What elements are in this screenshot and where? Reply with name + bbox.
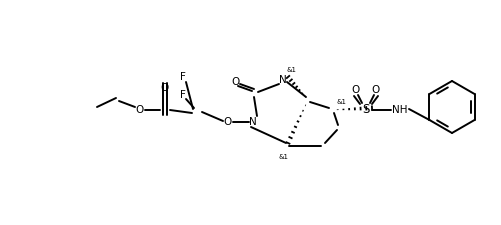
Text: O: O bbox=[223, 117, 231, 127]
Text: S: S bbox=[362, 104, 369, 117]
Text: O: O bbox=[136, 105, 144, 115]
Text: NH: NH bbox=[391, 105, 407, 115]
Text: F: F bbox=[180, 90, 185, 100]
Text: &1: &1 bbox=[279, 154, 289, 160]
Text: F: F bbox=[180, 72, 185, 82]
Text: O: O bbox=[231, 77, 239, 87]
Text: N: N bbox=[279, 75, 286, 85]
Text: O: O bbox=[351, 85, 359, 95]
Text: O: O bbox=[371, 85, 379, 95]
Text: &1: &1 bbox=[287, 67, 297, 73]
Text: &1: &1 bbox=[336, 99, 346, 105]
Text: O: O bbox=[160, 83, 169, 93]
Text: N: N bbox=[248, 117, 257, 127]
